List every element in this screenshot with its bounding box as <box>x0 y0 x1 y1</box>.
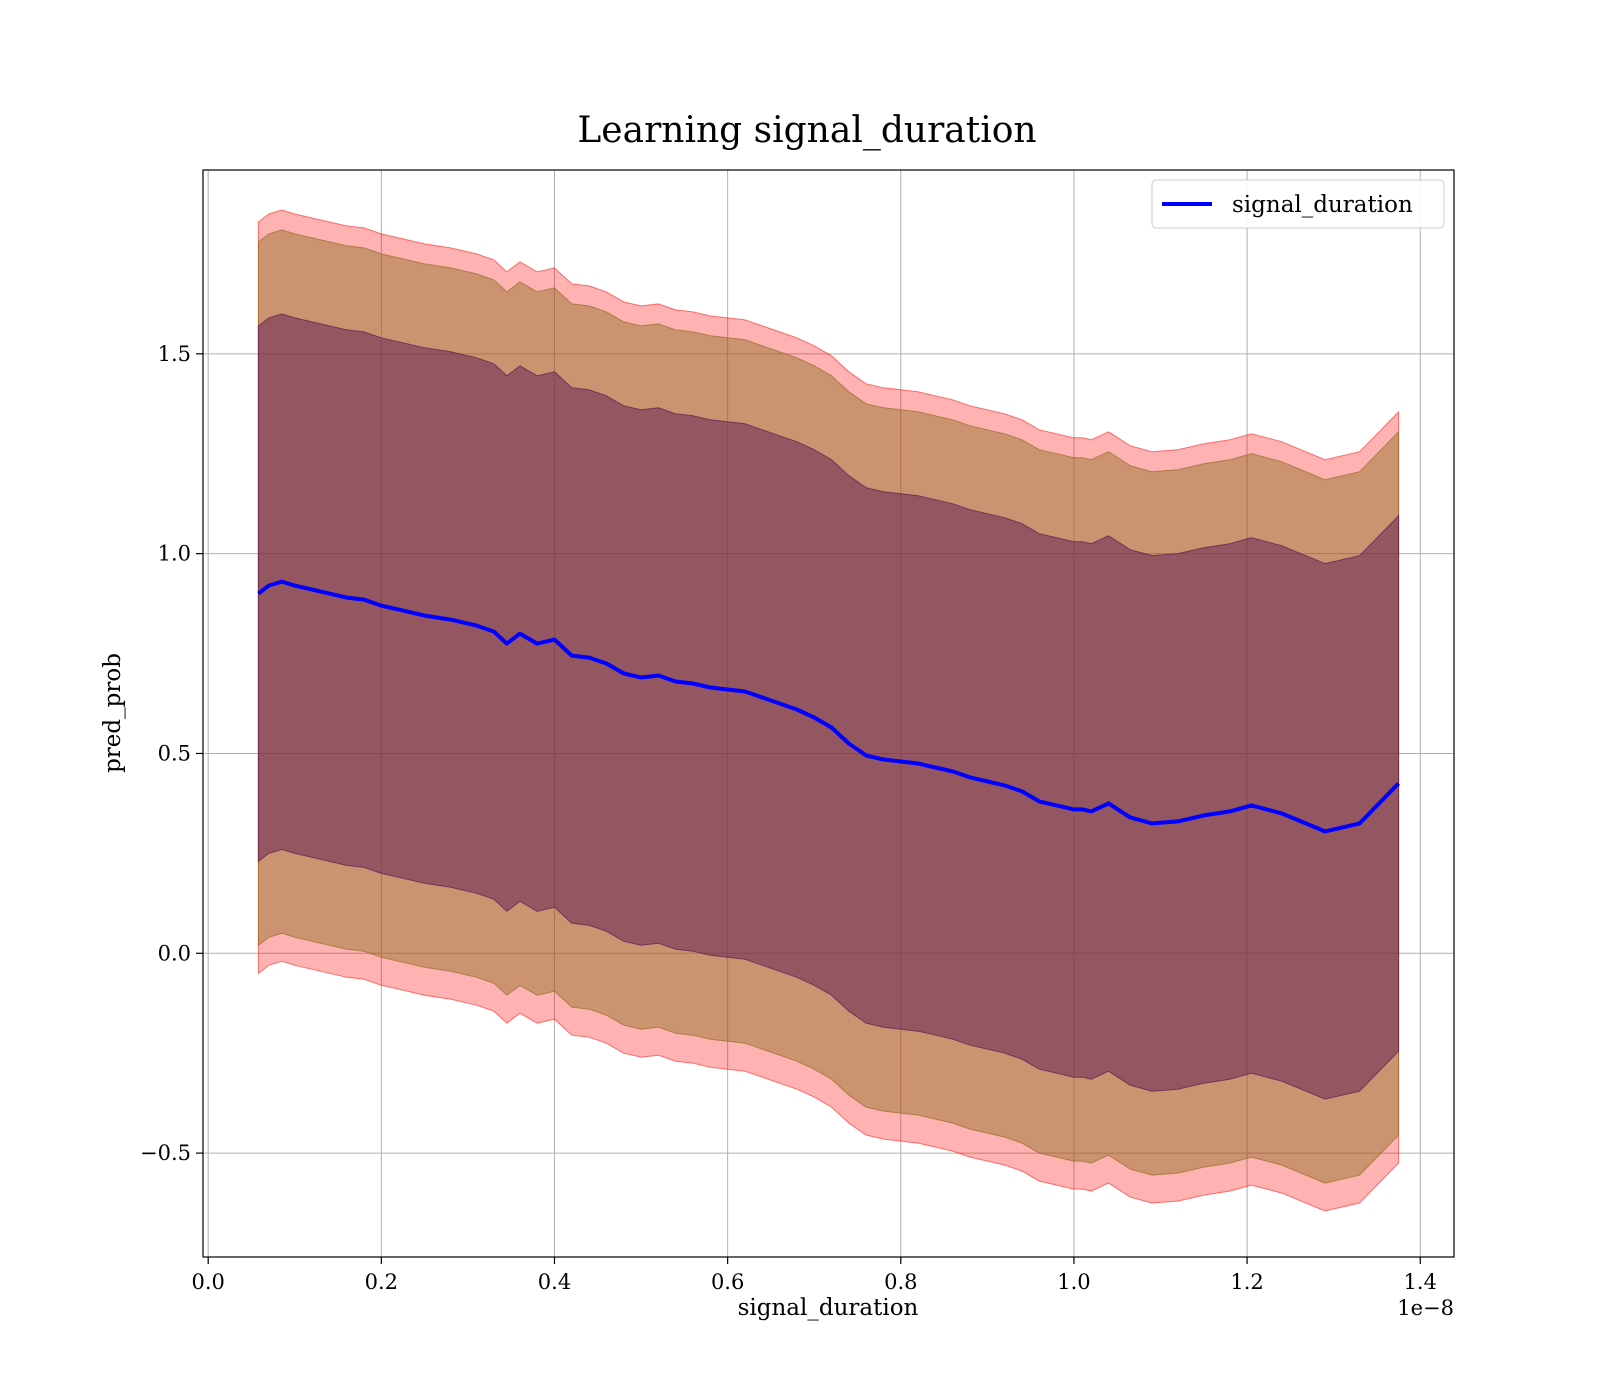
legend: signal_duration <box>1151 179 1445 229</box>
legend-label-signal-duration: signal_duration <box>1232 192 1413 218</box>
x-tick-label-5: 1.0 <box>1057 1270 1090 1294</box>
confidence-band-2 <box>257 313 1400 1100</box>
x-axis-label: signal_duration <box>738 1295 919 1321</box>
y-tick-label-4: 1.5 <box>158 342 191 366</box>
y-tick-label-3: 1.0 <box>158 542 191 566</box>
x-axis-ticks: 0.0 0.2 0.4 0.6 0.8 1.0 1.2 1.4 <box>191 1257 1437 1294</box>
x-tick-label-4: 0.8 <box>884 1270 917 1294</box>
y-tick-label-0: −0.5 <box>140 1141 191 1165</box>
chart-title: Learning signal_duration <box>577 110 1036 151</box>
y-axis-label: pred_prob <box>100 653 126 773</box>
x-tick-label-1: 0.2 <box>365 1270 398 1294</box>
x-tick-label-3: 0.6 <box>711 1270 744 1294</box>
series-line-signal-duration <box>257 579 1401 834</box>
x-tick-label-7: 1.4 <box>1404 1270 1437 1294</box>
y-tick-label-1: 0.0 <box>158 941 191 965</box>
y-tick-label-2: 0.5 <box>158 741 191 765</box>
series-lines <box>257 579 1401 834</box>
x-tick-label-0: 0.0 <box>191 1270 224 1294</box>
x-axis-offset-text: 1e−8 <box>1397 1296 1454 1320</box>
x-tick-label-2: 0.4 <box>538 1270 571 1294</box>
y-axis-ticks: −0.5 0.0 0.5 1.0 1.5 <box>140 342 203 1165</box>
legend-box <box>1151 179 1445 229</box>
plot-frame <box>202 169 1455 1258</box>
confidence-bands <box>257 209 1400 1212</box>
x-tick-label-6: 1.2 <box>1230 1270 1263 1294</box>
